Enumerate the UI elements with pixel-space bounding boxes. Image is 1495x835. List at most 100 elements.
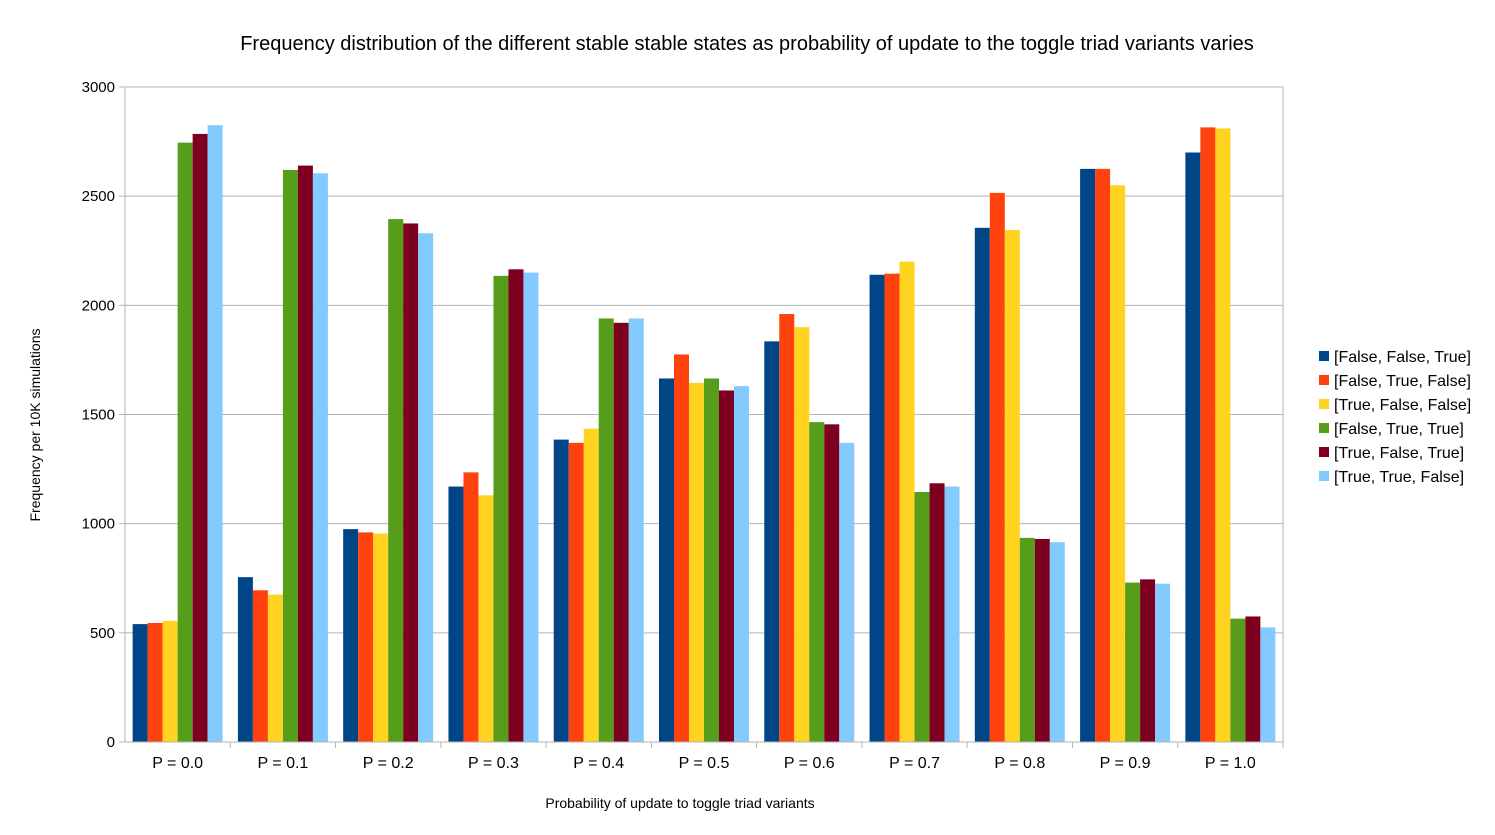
bar-7-2 <box>899 261 915 742</box>
bar-3-0 <box>448 486 464 742</box>
bar-4-5 <box>628 318 644 742</box>
bar-7-4 <box>929 483 945 742</box>
y-tick-label-1: 500 <box>90 625 115 642</box>
bar-9-4 <box>1140 579 1156 742</box>
bar-3-3 <box>493 275 509 742</box>
bar-2-2 <box>373 533 389 742</box>
bars <box>132 125 1276 743</box>
y-tick-label-0: 0 <box>107 734 115 751</box>
bar-6-1 <box>779 314 795 742</box>
legend-swatch-0 <box>1319 351 1329 361</box>
bar-10-3 <box>1230 618 1246 742</box>
bar-1-0 <box>237 577 253 742</box>
bar-5-5 <box>734 386 749 742</box>
legend-label-4: [True, False, True] <box>1334 445 1464 462</box>
bar-9-3 <box>1125 582 1141 742</box>
bar-3-2 <box>478 495 494 742</box>
bar-4-4 <box>613 322 629 742</box>
x-tick-label-7: P = 0.7 <box>889 755 940 772</box>
bar-2-4 <box>403 223 419 743</box>
x-tick-label-9: P = 0.9 <box>1100 755 1151 772</box>
x-tick-label-2: P = 0.2 <box>363 755 414 772</box>
bar-5-4 <box>719 390 734 742</box>
bar-10-2 <box>1215 128 1231 742</box>
bar-9-2 <box>1110 185 1126 742</box>
y-tick-label-5: 2500 <box>82 188 115 205</box>
y-tick-label-4: 2000 <box>82 297 115 314</box>
bar-9-5 <box>1155 583 1171 742</box>
bar-8-2 <box>1004 230 1020 742</box>
chart-title: Frequency distribution of the different … <box>240 33 1254 55</box>
axes <box>124 87 1284 743</box>
x-axis-label: Probability of update to toggle triad va… <box>545 795 814 811</box>
bar-6-3 <box>809 422 825 742</box>
bar-1-1 <box>252 590 268 742</box>
bar-2-3 <box>388 219 404 742</box>
bar-1-5 <box>312 173 328 742</box>
bar-0-5 <box>207 125 223 743</box>
x-tick-label-8: P = 0.8 <box>994 755 1045 772</box>
bar-5-2 <box>689 382 704 742</box>
y-tick-label-3: 1500 <box>82 407 115 424</box>
x-tick-label-5: P = 0.5 <box>679 755 730 772</box>
bar-8-0 <box>974 227 990 742</box>
bar-0-1 <box>147 623 163 742</box>
bar-7-5 <box>944 486 960 742</box>
bar-5-0 <box>659 378 674 742</box>
bar-8-1 <box>989 192 1005 742</box>
bar-1-4 <box>297 165 313 743</box>
bar-0-2 <box>162 620 178 742</box>
bar-4-1 <box>568 442 584 742</box>
bar-1-2 <box>267 594 283 742</box>
bar-7-1 <box>884 273 900 742</box>
x-tick-label-0: P = 0.0 <box>152 755 203 772</box>
bar-9-0 <box>1080 168 1096 742</box>
bar-10-4 <box>1245 616 1261 742</box>
x-tick-label-3: P = 0.3 <box>468 755 519 772</box>
bar-6-4 <box>824 424 840 742</box>
legend-swatch-3 <box>1319 423 1329 433</box>
bar-8-4 <box>1034 538 1050 742</box>
legend-swatch-2 <box>1319 399 1329 409</box>
bar-6-5 <box>839 442 855 742</box>
bar-4-0 <box>553 439 569 742</box>
bar-2-0 <box>343 529 359 742</box>
bar-0-0 <box>132 624 148 742</box>
legend-label-3: [False, True, True] <box>1334 421 1464 438</box>
bar-0-4 <box>192 133 208 743</box>
legend: [False, False, True] [False, True, False]… <box>1319 349 1471 486</box>
y-axis-label: Frequency per 10K simulations <box>27 329 43 522</box>
legend-label-0: [False, False, True] <box>1334 349 1471 366</box>
bar-10-0 <box>1185 152 1201 742</box>
y-tick-label-6: 3000 <box>82 79 115 96</box>
bar-8-3 <box>1019 537 1035 742</box>
legend-swatch-4 <box>1319 447 1329 457</box>
bar-8-5 <box>1049 542 1065 742</box>
x-tick-label-6: P = 0.6 <box>784 755 835 772</box>
y-tick-labels: 0 500 1000 1500 2000 2500 3000 <box>82 79 115 751</box>
legend-label-5: [True, True, False] <box>1334 469 1464 486</box>
x-tick-label-1: P = 0.1 <box>257 755 308 772</box>
bar-9-1 <box>1095 168 1111 742</box>
x-tick-label-10: P = 1.0 <box>1205 755 1256 772</box>
bar-2-5 <box>418 233 434 743</box>
bar-4-3 <box>598 318 614 742</box>
x-tick-labels: P = 0.0 P = 0.1 P = 0.2 P = 0.3 P = 0.4 P = 0… <box>152 742 1284 772</box>
x-tick-label-4: P = 0.4 <box>573 755 624 772</box>
legend-swatch-5 <box>1319 471 1329 481</box>
bar-4-2 <box>583 428 599 742</box>
bar-10-1 <box>1200 127 1216 743</box>
bar-2-1 <box>358 532 374 742</box>
bar-10-5 <box>1260 627 1276 742</box>
bar-7-0 <box>869 274 885 742</box>
bar-3-5 <box>523 272 539 742</box>
bar-6-0 <box>764 341 780 742</box>
bar-5-1 <box>674 354 689 742</box>
bar-0-3 <box>177 142 193 743</box>
legend-label-2: [True, False, False] <box>1334 397 1471 414</box>
bar-3-1 <box>463 472 479 742</box>
bar-7-3 <box>914 492 930 742</box>
y-tick-label-2: 1000 <box>82 516 115 533</box>
bar-1-3 <box>282 169 298 742</box>
